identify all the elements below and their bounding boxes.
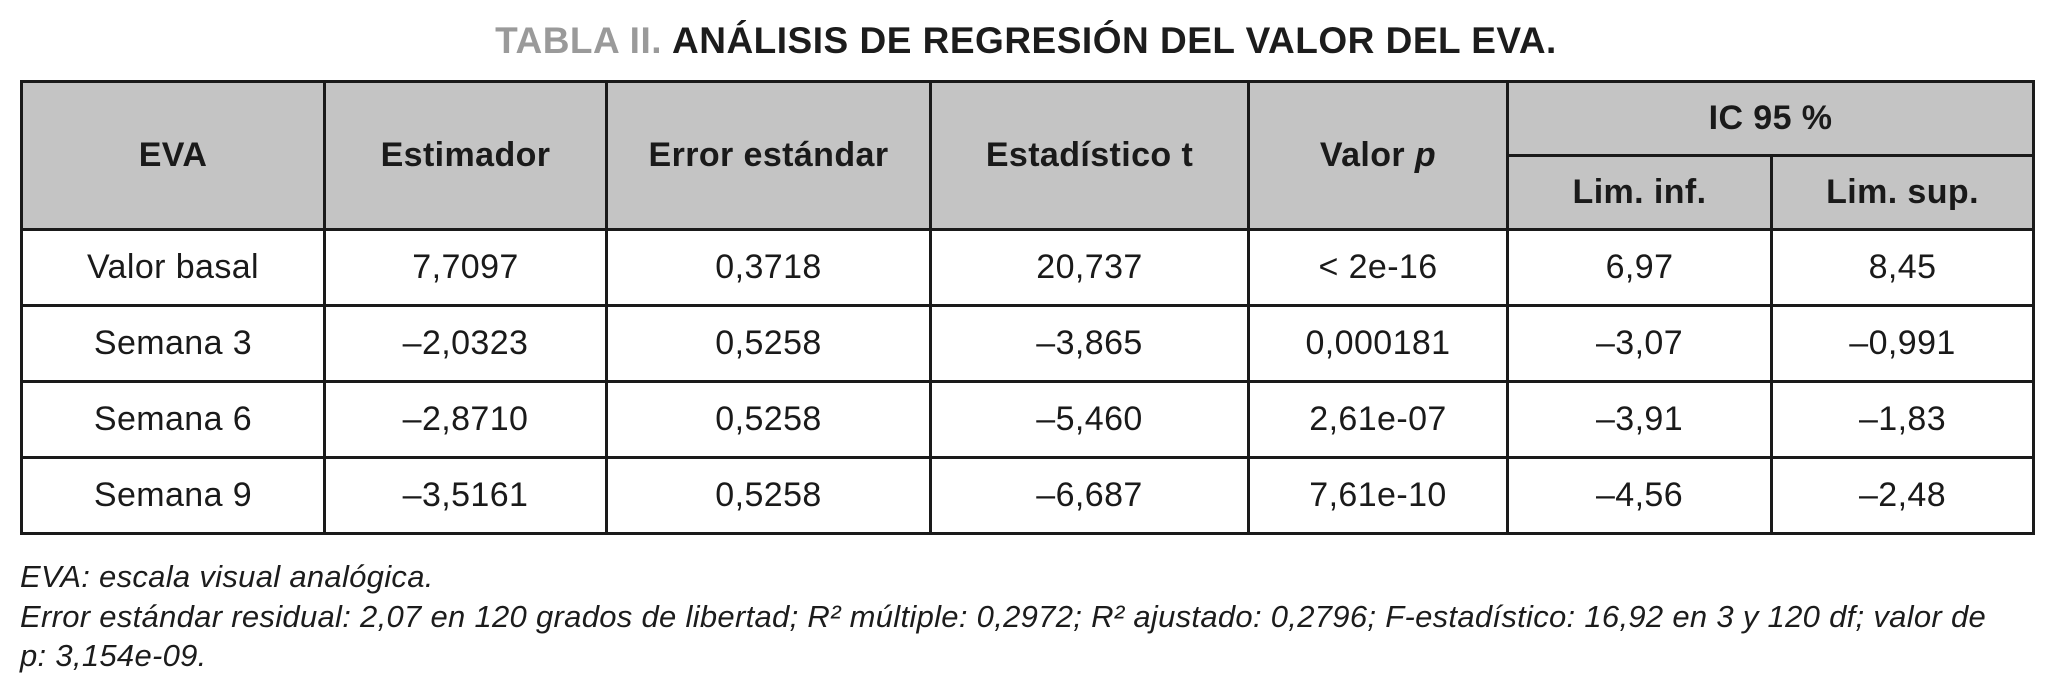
header-error-estandar: Error estándar xyxy=(605,80,932,231)
cell-estimador: –3,5161 xyxy=(323,456,608,535)
cell-lim-inf: –3,07 xyxy=(1506,304,1773,383)
footnote-line-1: EVA: escala visual analógica. xyxy=(20,559,434,594)
header-estadistico-t: Estadístico t xyxy=(929,80,1250,231)
cell-lim-sup: –1,83 xyxy=(1770,380,2035,459)
header-lim-sup: Lim. sup. xyxy=(1770,154,2035,231)
table-title: TABLA II. ANÁLISIS DE REGRESIÓN DEL VALOR… xyxy=(20,20,2032,62)
cell-p: < 2e-16 xyxy=(1247,228,1509,307)
table-row-valor-basal: Valor basal 7,7097 0,3718 20,737 < 2e-16… xyxy=(20,228,2035,307)
table-footnotes: EVA: escala visual analógica. Error está… xyxy=(20,557,2020,676)
cell-estimador: –2,8710 xyxy=(323,380,608,459)
cell-lim-inf: 6,97 xyxy=(1506,228,1773,307)
cell-error: 0,3718 xyxy=(605,228,932,307)
table-row-semana-6: Semana 6 –2,8710 0,5258 –5,460 2,61e-07 … xyxy=(20,380,2035,459)
cell-t: –3,865 xyxy=(929,304,1250,383)
header-lim-inf: Lim. inf. xyxy=(1506,154,1773,231)
cell-lim-sup: 8,45 xyxy=(1770,228,2035,307)
table-title-tag: TABLA II. xyxy=(495,20,663,61)
cell-lim-inf: –4,56 xyxy=(1506,456,1773,535)
cell-p: 7,61e-10 xyxy=(1247,456,1509,535)
row-label: Valor basal xyxy=(20,228,326,307)
cell-t: –6,687 xyxy=(929,456,1250,535)
header-valor-label: Valor xyxy=(1319,136,1406,174)
row-label: Semana 9 xyxy=(20,456,326,535)
header-p-label: p xyxy=(1414,136,1437,174)
header-ic95: IC 95 % xyxy=(1506,80,2035,157)
cell-estimador: –2,0323 xyxy=(323,304,608,383)
cell-p: 0,000181 xyxy=(1247,304,1509,383)
cell-estimador: 7,7097 xyxy=(323,228,608,307)
cell-t: –5,460 xyxy=(929,380,1250,459)
row-label: Semana 3 xyxy=(20,304,326,383)
cell-error: 0,5258 xyxy=(605,380,932,459)
cell-error: 0,5258 xyxy=(605,456,932,535)
regression-table: EVA Estimador Error estándar Estadístico… xyxy=(20,80,2035,535)
header-valor-p: Valor p xyxy=(1247,80,1509,231)
cell-lim-inf: –3,91 xyxy=(1506,380,1773,459)
cell-t: 20,737 xyxy=(929,228,1250,307)
cell-lim-sup: –0,991 xyxy=(1770,304,2035,383)
header-eva: EVA xyxy=(20,80,326,231)
table-title-text: ANÁLISIS DE REGRESIÓN DEL VALOR DEL EVA. xyxy=(672,20,1557,61)
cell-error: 0,5258 xyxy=(605,304,932,383)
table-row-semana-3: Semana 3 –2,0323 0,5258 –3,865 0,000181 … xyxy=(20,304,2035,383)
row-label: Semana 6 xyxy=(20,380,326,459)
table-row-semana-9: Semana 9 –3,5161 0,5258 –6,687 7,61e-10 … xyxy=(20,456,2035,535)
header-estimador: Estimador xyxy=(323,80,608,231)
cell-lim-sup: –2,48 xyxy=(1770,456,2035,535)
footnote-line-2: Error estándar residual: 2,07 en 120 gra… xyxy=(20,598,1987,674)
cell-p: 2,61e-07 xyxy=(1247,380,1509,459)
